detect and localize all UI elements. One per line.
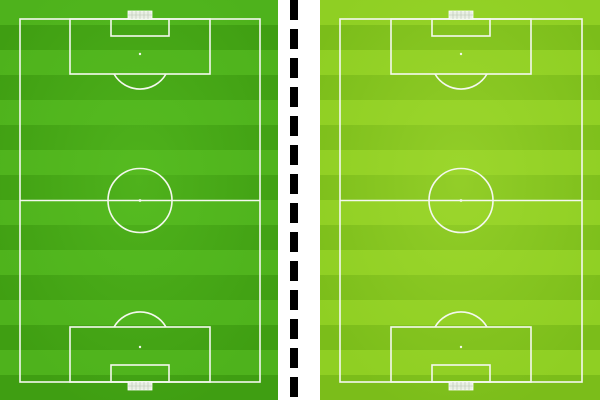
penalty-spot-top (139, 53, 141, 55)
divider-dash (290, 348, 298, 368)
center-spot (139, 199, 142, 202)
divider-dash (290, 290, 298, 310)
divider-dash (290, 29, 298, 49)
divider-dash (290, 58, 298, 78)
divider-dash (290, 145, 298, 165)
divider-dash (290, 319, 298, 339)
divider-dash (290, 174, 298, 194)
divider-dash (290, 0, 298, 20)
goal-net-top (128, 11, 152, 19)
center-spot (460, 199, 463, 202)
divider-dash (290, 261, 298, 281)
divider-dash (290, 377, 298, 397)
goal-net-bottom (128, 382, 152, 390)
divider-dash (290, 232, 298, 252)
penalty-spot-bottom (139, 346, 141, 348)
goal-net-bottom (449, 382, 473, 390)
penalty-spot-bottom (460, 346, 462, 348)
divider-dash (290, 87, 298, 107)
divider-dash (290, 116, 298, 136)
penalty-spot-top (460, 53, 462, 55)
divider-dash (290, 203, 298, 223)
goal-net-top (449, 11, 473, 19)
soccer-pitch-right (320, 0, 600, 400)
soccer-pitch-left (0, 0, 278, 400)
dashed-divider (288, 0, 300, 400)
